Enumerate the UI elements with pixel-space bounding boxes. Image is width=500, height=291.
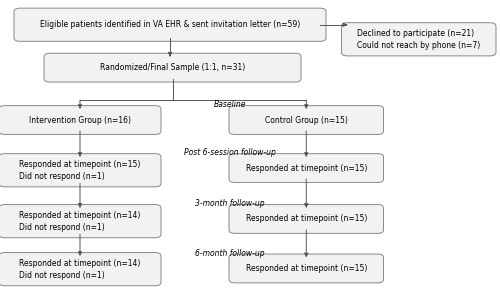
- FancyBboxPatch shape: [0, 205, 161, 238]
- FancyBboxPatch shape: [229, 205, 384, 233]
- FancyBboxPatch shape: [44, 53, 301, 82]
- FancyBboxPatch shape: [342, 23, 496, 56]
- FancyBboxPatch shape: [229, 254, 384, 283]
- FancyBboxPatch shape: [0, 253, 161, 286]
- Text: Post 6-session follow-up: Post 6-session follow-up: [184, 148, 276, 157]
- FancyBboxPatch shape: [229, 154, 384, 182]
- Text: Responded at timepoint (n=15): Responded at timepoint (n=15): [246, 164, 367, 173]
- FancyBboxPatch shape: [0, 154, 161, 187]
- Text: Randomized/Final Sample (1:1, n=31): Randomized/Final Sample (1:1, n=31): [100, 63, 245, 72]
- Text: Intervention Group (n=16): Intervention Group (n=16): [29, 116, 131, 125]
- FancyBboxPatch shape: [0, 106, 161, 134]
- Text: Control Group (n=15): Control Group (n=15): [265, 116, 347, 125]
- FancyBboxPatch shape: [14, 8, 326, 41]
- Text: Responded at timepoint (n=15): Responded at timepoint (n=15): [246, 264, 367, 273]
- Text: Responded at timepoint (n=15)
Did not respond (n=1): Responded at timepoint (n=15) Did not re…: [20, 160, 140, 181]
- Text: 6-month follow-up: 6-month follow-up: [195, 249, 265, 258]
- Text: Eligible patients identified in VA EHR & sent invitation letter (n=59): Eligible patients identified in VA EHR &…: [40, 20, 300, 29]
- Text: Baseline: Baseline: [214, 100, 246, 109]
- Text: Declined to participate (n=21)
Could not reach by phone (n=7): Declined to participate (n=21) Could not…: [357, 29, 480, 50]
- Text: 3-month follow-up: 3-month follow-up: [195, 199, 265, 208]
- Text: Responded at timepoint (n=15): Responded at timepoint (n=15): [246, 214, 367, 223]
- Text: Responded at timepoint (n=14)
Did not respond (n=1): Responded at timepoint (n=14) Did not re…: [20, 259, 140, 280]
- Text: Responded at timepoint (n=14)
Did not respond (n=1): Responded at timepoint (n=14) Did not re…: [20, 211, 140, 232]
- FancyBboxPatch shape: [229, 106, 384, 134]
